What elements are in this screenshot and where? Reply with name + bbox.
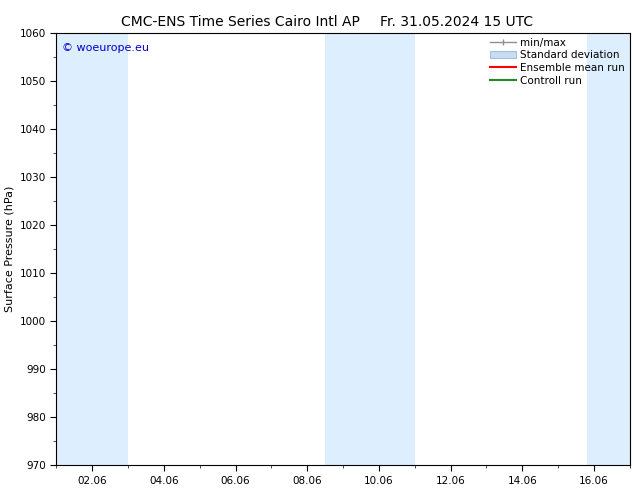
Y-axis label: Surface Pressure (hPa): Surface Pressure (hPa): [4, 186, 14, 312]
Legend: min/max, Standard deviation, Ensemble mean run, Controll run: min/max, Standard deviation, Ensemble me…: [488, 36, 626, 88]
Bar: [56, 33, 128, 466]
Bar: [587, 33, 630, 466]
Text: © woeurope.eu: © woeurope.eu: [62, 44, 149, 53]
Text: CMC-ENS Time Series Cairo Intl AP: CMC-ENS Time Series Cairo Intl AP: [122, 15, 360, 29]
Bar: [325, 33, 415, 466]
Text: Fr. 31.05.2024 15 UTC: Fr. 31.05.2024 15 UTC: [380, 15, 533, 29]
